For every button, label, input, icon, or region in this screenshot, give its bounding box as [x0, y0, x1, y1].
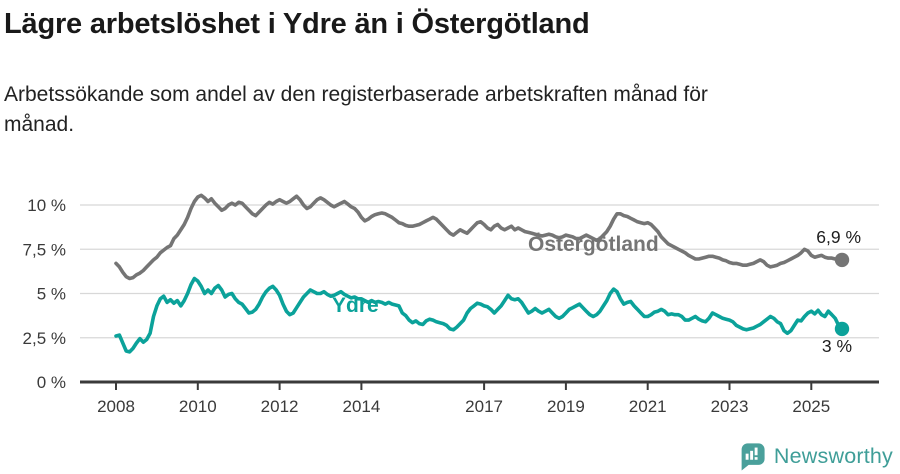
brand-footer: Newsworthy	[736, 441, 893, 471]
chart-subtitle: Arbetssökande som andel av den registerb…	[4, 80, 708, 140]
series-label-ostergotland: Östergötland	[528, 233, 659, 256]
end-value-label-ostergotland: 6,9 %	[816, 227, 861, 247]
speech-bubble-shape	[741, 443, 765, 471]
x-tick-label-2014: 2014	[342, 397, 380, 416]
series-label-ydre: Ydre	[332, 294, 379, 317]
end-value-label-ydre: 3 %	[822, 336, 852, 356]
y-tick-label-2-5: 2,5 %	[23, 329, 66, 348]
x-tick-label-2023: 2023	[711, 397, 749, 416]
x-tick-label-2021: 2021	[629, 397, 667, 416]
exclamation-stem	[754, 447, 758, 456]
ydre-line	[114, 276, 844, 354]
x-tick-label-2019: 2019	[547, 397, 585, 416]
ydre-end-dot	[834, 321, 850, 337]
page-title: Lägre arbetslöshet i Ydre än i Östergötl…	[4, 8, 590, 40]
y-axis: 0 % 2,5 % 5 % 7,5 % 10 %	[23, 196, 66, 392]
exclamation-dot	[754, 457, 758, 460]
gridlines	[80, 204, 879, 339]
y-tick-label-10: 10 %	[27, 196, 66, 215]
x-tick-label-2012: 2012	[261, 397, 299, 416]
stergtland-line	[114, 193, 844, 281]
series-layer	[114, 193, 850, 354]
x-tick-label-2008: 2008	[97, 397, 135, 416]
y-tick-label-0: 0 %	[37, 373, 66, 392]
chart-subtitle-line-1: Arbetssökande som andel av den registerb…	[4, 83, 708, 106]
stergtland-end-dot	[834, 252, 850, 268]
brand-name: Newsworthy	[773, 443, 893, 468]
x-tick-labels: 2008 2010 2012 2014 2017 2019 2021 2023 …	[97, 397, 830, 416]
x-axis: 2008 2010 2012 2014 2017 2019 2021 2023 …	[80, 380, 879, 416]
x-tick-label-2010: 2010	[179, 397, 217, 416]
y-tick-label-5: 5 %	[37, 285, 66, 304]
bar-large	[750, 450, 753, 460]
bar-small	[745, 453, 749, 460]
y-tick-label-7-5: 7,5 %	[23, 240, 66, 259]
x-tick-label-2017: 2017	[465, 397, 503, 416]
x-tick-label-2025: 2025	[792, 397, 830, 416]
newsworthy-logo-icon	[741, 443, 765, 471]
chart-subtitle-line-2: månad.	[4, 113, 75, 136]
